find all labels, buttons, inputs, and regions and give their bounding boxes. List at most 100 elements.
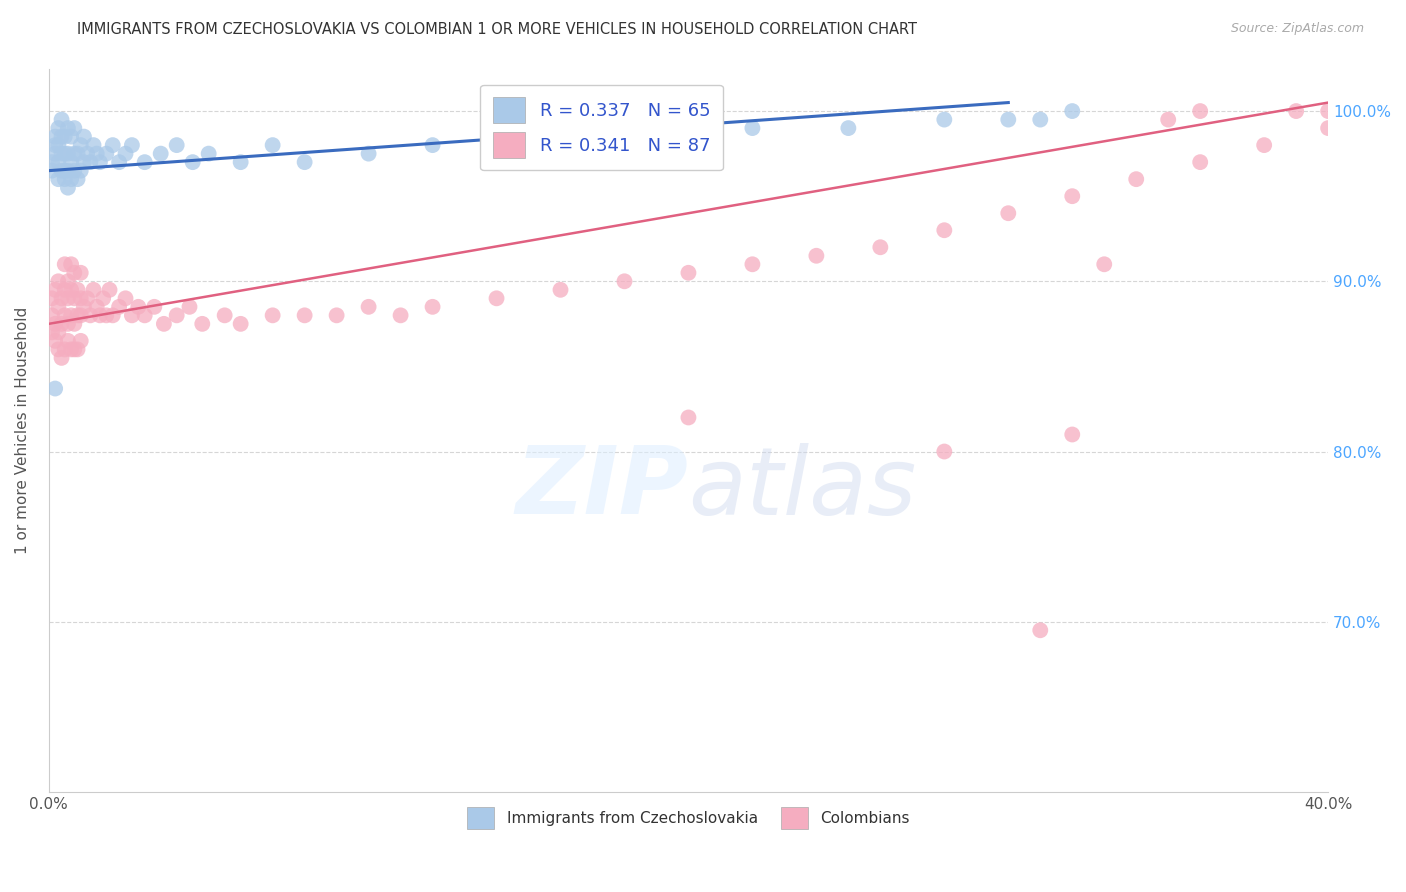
Point <box>46 155 69 169</box>
Point <box>86 300 108 314</box>
Point <box>837 121 859 136</box>
Point <box>51 112 73 127</box>
Point <box>550 129 572 144</box>
Point <box>79 309 101 323</box>
Point <box>934 112 956 127</box>
Point <box>389 309 412 323</box>
Point <box>66 283 89 297</box>
Point <box>83 283 105 297</box>
Point <box>678 410 700 425</box>
Point <box>53 283 76 297</box>
Point <box>934 223 956 237</box>
Point <box>1062 427 1084 442</box>
Point <box>325 309 347 323</box>
Point <box>56 274 79 288</box>
Point <box>422 300 444 314</box>
Point <box>56 121 79 136</box>
Point <box>229 155 252 169</box>
Point <box>91 291 114 305</box>
Point <box>41 291 63 305</box>
Point <box>121 309 143 323</box>
Point <box>98 283 121 297</box>
Point <box>46 121 69 136</box>
Point <box>997 112 1019 127</box>
Point <box>934 444 956 458</box>
Point <box>357 300 380 314</box>
Point <box>60 155 83 169</box>
Point <box>89 155 111 169</box>
Point <box>56 291 79 305</box>
Point <box>262 138 284 153</box>
Point <box>44 129 66 144</box>
Text: Source: ZipAtlas.com: Source: ZipAtlas.com <box>1230 22 1364 36</box>
Point <box>613 121 636 136</box>
Point <box>44 283 66 297</box>
Point <box>60 283 83 297</box>
Point <box>485 129 508 144</box>
Point <box>83 138 105 153</box>
Point <box>69 266 91 280</box>
Point <box>1157 112 1180 127</box>
Point <box>46 172 69 186</box>
Point <box>41 163 63 178</box>
Point <box>96 309 118 323</box>
Point <box>127 300 149 314</box>
Point <box>46 326 69 340</box>
Point <box>678 129 700 144</box>
Point <box>121 138 143 153</box>
Point <box>357 146 380 161</box>
Point <box>63 146 86 161</box>
Point <box>1092 257 1115 271</box>
Point <box>1062 104 1084 119</box>
Point <box>60 129 83 144</box>
Point <box>86 146 108 161</box>
Point <box>76 291 98 305</box>
Point <box>1317 104 1340 119</box>
Point <box>179 300 201 314</box>
Point <box>63 343 86 357</box>
Point <box>76 146 98 161</box>
Point <box>1029 624 1052 638</box>
Point <box>181 155 204 169</box>
Point <box>134 155 156 169</box>
Point <box>149 146 172 161</box>
Point <box>51 146 73 161</box>
Point <box>53 163 76 178</box>
Point <box>214 309 236 323</box>
Point <box>1062 189 1084 203</box>
Point <box>41 155 63 169</box>
Point <box>41 309 63 323</box>
Point <box>134 309 156 323</box>
Point <box>44 146 66 161</box>
Text: IMMIGRANTS FROM CZECHOSLOVAKIA VS COLOMBIAN 1 OR MORE VEHICLES IN HOUSEHOLD CORR: IMMIGRANTS FROM CZECHOSLOVAKIA VS COLOMB… <box>77 22 917 37</box>
Point <box>46 343 69 357</box>
Point <box>741 121 763 136</box>
Point <box>69 334 91 348</box>
Point <box>485 291 508 305</box>
Point <box>69 163 91 178</box>
Point <box>44 317 66 331</box>
Point <box>96 146 118 161</box>
Point <box>56 317 79 331</box>
Point <box>997 206 1019 220</box>
Point <box>63 121 86 136</box>
Point <box>63 266 86 280</box>
Point <box>69 309 91 323</box>
Point <box>166 309 188 323</box>
Point <box>101 138 124 153</box>
Point <box>63 317 86 331</box>
Point <box>51 129 73 144</box>
Point <box>1029 112 1052 127</box>
Point <box>53 172 76 186</box>
Point <box>53 146 76 161</box>
Text: ZIP: ZIP <box>516 442 689 534</box>
Point <box>73 129 96 144</box>
Point <box>1253 138 1275 153</box>
Text: atlas: atlas <box>689 442 917 533</box>
Point <box>63 291 86 305</box>
Point <box>191 317 214 331</box>
Point <box>51 291 73 305</box>
Point <box>869 240 891 254</box>
Point <box>51 351 73 365</box>
Point <box>143 300 166 314</box>
